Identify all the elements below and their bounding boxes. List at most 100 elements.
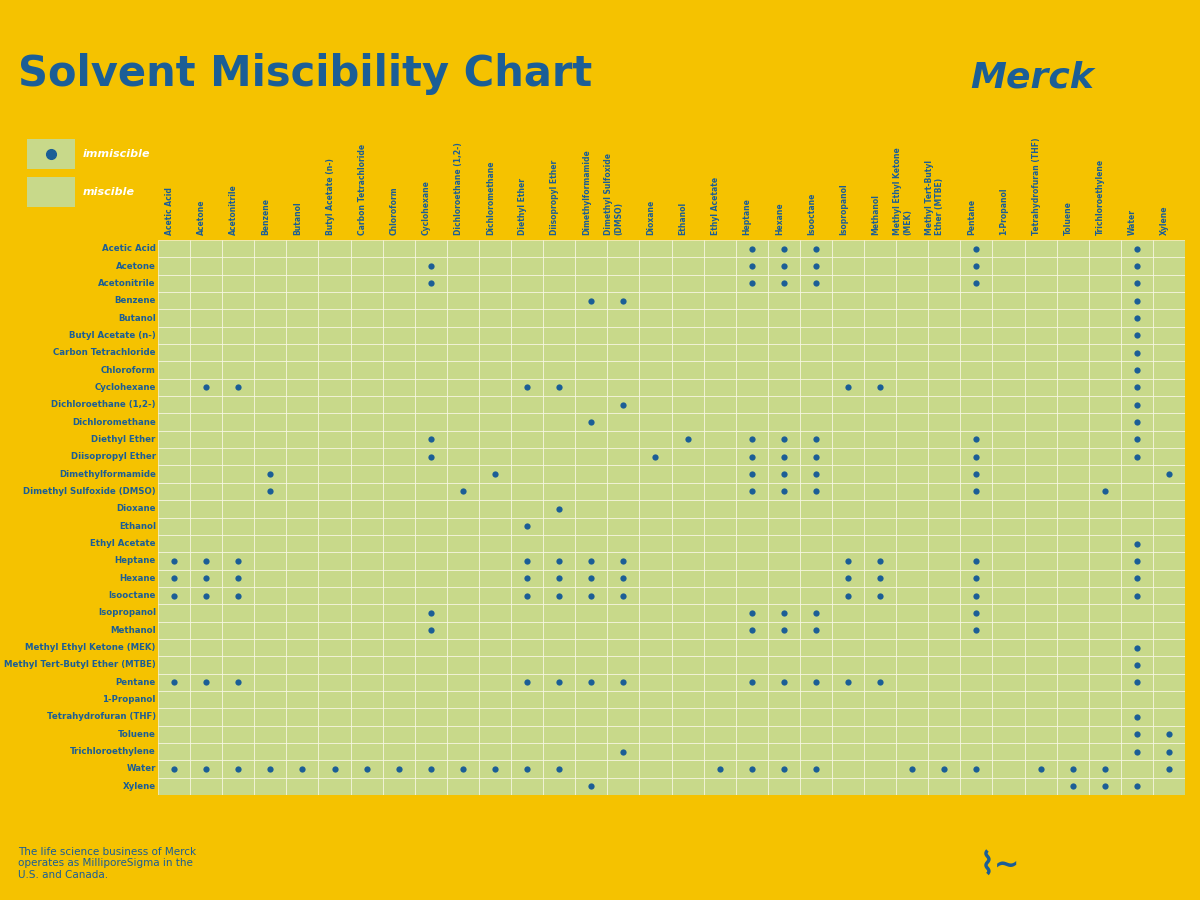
Bar [929, 379, 960, 396]
Bar [736, 413, 768, 431]
Text: Dichloromethane: Dichloromethane [72, 418, 156, 427]
Bar [960, 622, 992, 639]
Bar [575, 535, 607, 553]
Bar [640, 518, 672, 535]
Bar [350, 743, 383, 760]
Bar [640, 604, 672, 622]
Text: Solvent Miscibility Chart: Solvent Miscibility Chart [18, 53, 593, 95]
Bar [1088, 535, 1121, 553]
Bar [992, 760, 1025, 778]
Bar [768, 518, 800, 535]
Bar [1025, 500, 1057, 518]
Bar [1025, 310, 1057, 327]
Bar [318, 725, 350, 743]
Bar [1057, 535, 1088, 553]
Bar [254, 760, 287, 778]
Bar [1057, 639, 1088, 656]
Bar [640, 448, 672, 465]
Bar [383, 396, 415, 413]
Bar [864, 482, 896, 500]
Bar [896, 274, 929, 292]
Text: Pentane: Pentane [115, 678, 156, 687]
Bar [703, 362, 736, 379]
Bar [960, 760, 992, 778]
Bar [383, 639, 415, 656]
Bar [1088, 379, 1121, 396]
Bar [222, 673, 254, 691]
Bar [479, 257, 511, 274]
Bar [383, 587, 415, 604]
Bar [222, 604, 254, 622]
Bar [929, 310, 960, 327]
Bar [254, 240, 287, 257]
Bar [896, 553, 929, 570]
Bar [992, 622, 1025, 639]
Bar [446, 413, 479, 431]
Bar [1121, 604, 1153, 622]
Bar [287, 553, 318, 570]
Bar [992, 743, 1025, 760]
Bar [511, 743, 544, 760]
Bar [832, 604, 864, 622]
Bar [1057, 656, 1088, 673]
Bar [703, 553, 736, 570]
Bar [960, 604, 992, 622]
Bar [287, 482, 318, 500]
Bar [1121, 431, 1153, 448]
Bar [415, 553, 446, 570]
Bar [832, 778, 864, 795]
Bar [158, 570, 190, 587]
Text: Ethanol: Ethanol [678, 202, 688, 236]
Bar [415, 379, 446, 396]
Bar [1121, 725, 1153, 743]
Bar [1057, 362, 1088, 379]
Bar [479, 431, 511, 448]
Bar [768, 344, 800, 362]
Bar [768, 778, 800, 795]
Bar [318, 587, 350, 604]
Bar [800, 257, 832, 274]
Bar [479, 362, 511, 379]
Text: Chloroform: Chloroform [390, 187, 398, 236]
Bar [446, 656, 479, 673]
Bar [1121, 500, 1153, 518]
Bar [1153, 482, 1186, 500]
Bar [158, 431, 190, 448]
Bar [929, 708, 960, 725]
Bar [607, 257, 640, 274]
Bar [287, 327, 318, 344]
Bar [1088, 448, 1121, 465]
Bar [446, 622, 479, 639]
Bar [1025, 362, 1057, 379]
Bar [1153, 553, 1186, 570]
Bar [1088, 465, 1121, 482]
Bar [864, 310, 896, 327]
Bar [929, 465, 960, 482]
Bar [318, 743, 350, 760]
Bar [446, 500, 479, 518]
Bar [896, 500, 929, 518]
Bar [1088, 396, 1121, 413]
Bar [736, 292, 768, 310]
Text: Heptane: Heptane [743, 199, 751, 236]
Bar [672, 240, 703, 257]
Bar [992, 518, 1025, 535]
Bar [672, 500, 703, 518]
Bar [768, 413, 800, 431]
Bar [479, 379, 511, 396]
Bar [254, 743, 287, 760]
Bar [1153, 274, 1186, 292]
Bar [672, 760, 703, 778]
Bar [1057, 465, 1088, 482]
Bar [1121, 396, 1153, 413]
Bar [1088, 639, 1121, 656]
Bar [800, 656, 832, 673]
Bar [383, 240, 415, 257]
Bar [896, 570, 929, 587]
Text: Isooctane: Isooctane [108, 591, 156, 600]
Bar [640, 673, 672, 691]
Bar [575, 760, 607, 778]
Bar [929, 743, 960, 760]
Bar [222, 292, 254, 310]
Bar [864, 570, 896, 587]
